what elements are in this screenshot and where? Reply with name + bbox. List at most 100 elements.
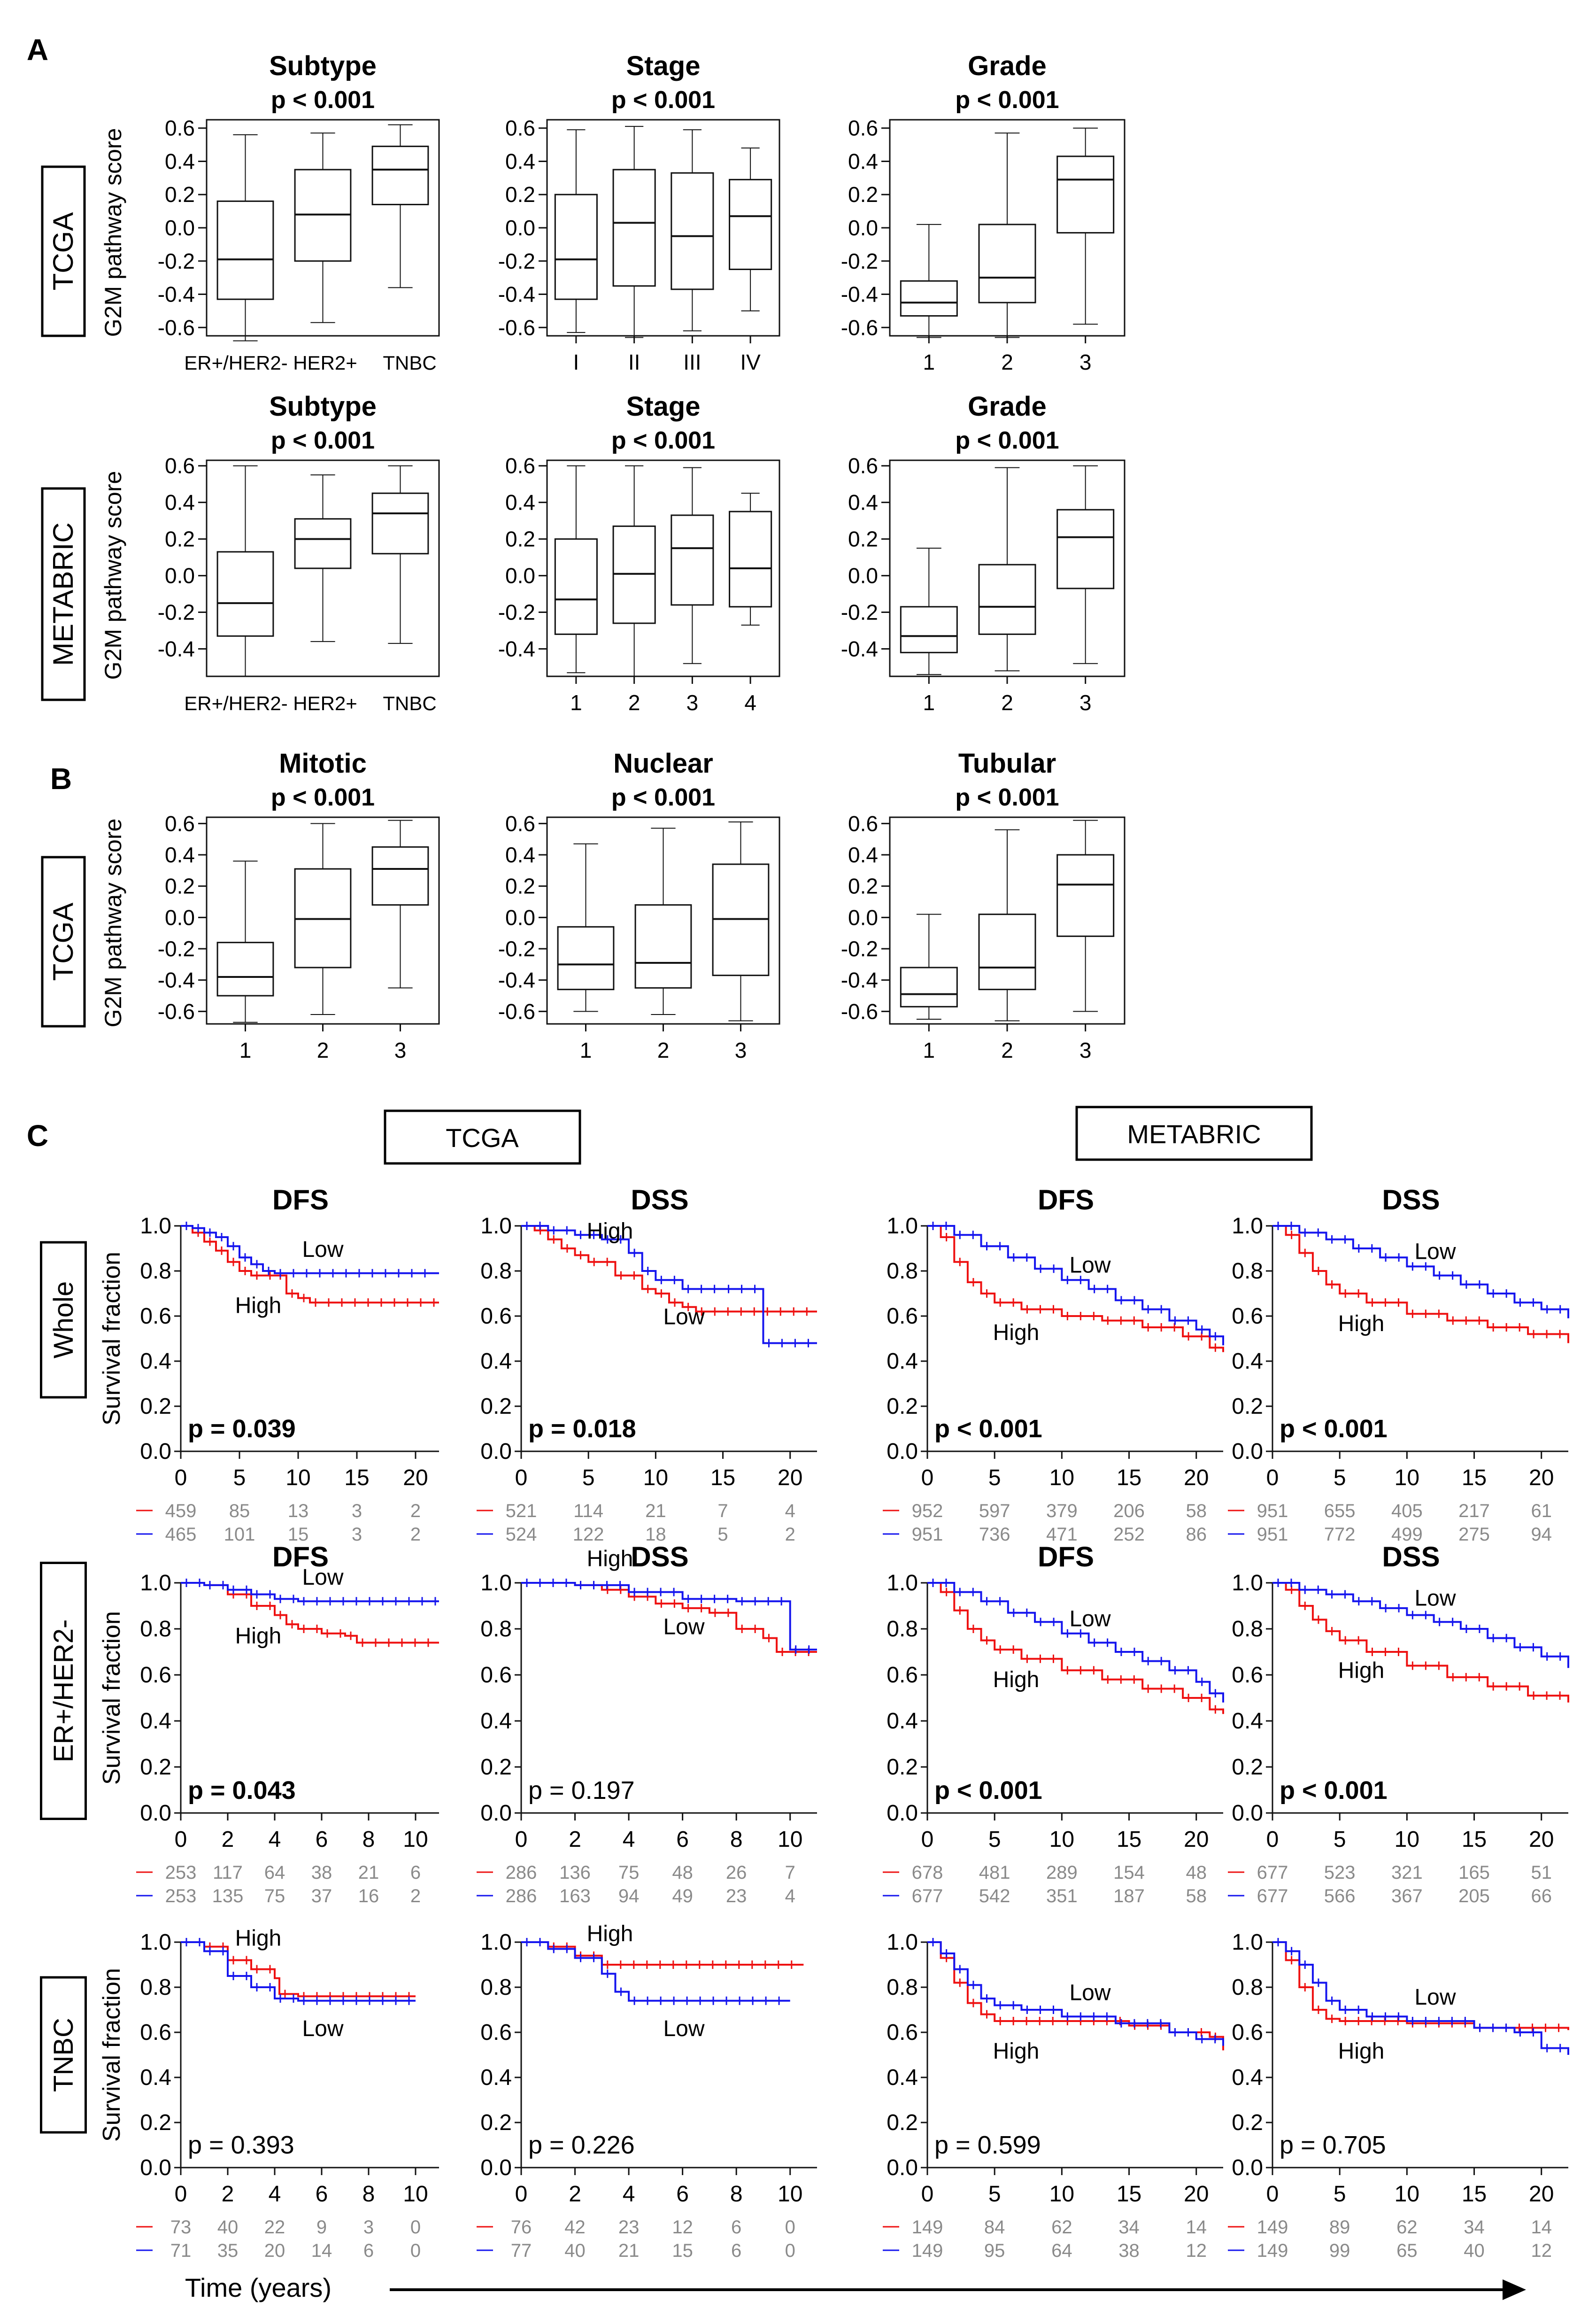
x-category-label: HER2+ (293, 352, 357, 374)
km-high-label: High (1338, 1311, 1385, 1336)
km-y-tick-label: 0.6 (887, 1304, 918, 1329)
km-y-tick-label: 0.8 (480, 1259, 512, 1284)
x-category-label: 4 (744, 690, 756, 715)
y-tick-label: -0.4 (158, 282, 195, 307)
panel-letter-C: C (27, 1119, 48, 1153)
km-y-tick-label: 0.8 (480, 1975, 512, 2000)
box-iqr (634, 904, 692, 989)
km-pvalue: p = 0.039 (188, 1415, 296, 1443)
row-label-2: TNBC (48, 2018, 79, 2092)
risk-count-high: 0 (785, 2217, 795, 2238)
km-y-tick-label: 0.4 (140, 2065, 171, 2090)
y-tick-label: 0.4 (165, 843, 195, 867)
y-axis-label-km: Survival fraction (98, 1252, 125, 1425)
box-iqr (900, 280, 958, 317)
risk-count-high: 51 (1531, 1862, 1552, 1883)
km-y-tick-label: 1.0 (140, 1930, 171, 1955)
km-low-label: Low (663, 1304, 704, 1329)
km-y-tick-label: 1.0 (480, 1571, 512, 1596)
km-curve-low (1272, 1225, 1569, 1318)
km-high-label: High (993, 1320, 1040, 1345)
km-y-tick-label: 0.8 (1232, 1617, 1263, 1642)
y-tick-label: -0.6 (498, 999, 535, 1023)
x-category-label: 2 (1001, 1038, 1013, 1062)
box-iqr (294, 518, 352, 569)
risk-count-high: 951 (1257, 1501, 1288, 1521)
risk-count-high: 22 (264, 2217, 285, 2238)
km-title: DSS (1382, 1184, 1440, 1216)
risk-count-low: 367 (1391, 1886, 1423, 1906)
risk-count-high: 523 (1324, 1862, 1356, 1883)
box-iqr (216, 551, 274, 637)
y-tick-label: 0.0 (505, 905, 535, 930)
km-x-tick-label: 20 (1184, 1827, 1209, 1852)
km-x-tick-label: 15 (710, 1465, 735, 1490)
risk-count-low: 3 (352, 1524, 362, 1545)
km-x-tick-label: 15 (1117, 1465, 1141, 1490)
km-curve-low (181, 1582, 439, 1603)
y-tick-label: 0.2 (505, 182, 535, 207)
km-y-tick-label: 1.0 (1232, 1214, 1263, 1239)
header-metabric-box (1075, 1106, 1313, 1161)
risk-count-low: 253 (165, 1886, 197, 1906)
km-y-tick-label: 0.0 (140, 2155, 171, 2180)
km-x-tick-label: 0 (1266, 1465, 1279, 1490)
risk-count-low: 18 (645, 1524, 666, 1545)
risk-count-low: 499 (1391, 1524, 1423, 1545)
row-label-1: ER+/HER2- (48, 1619, 79, 1763)
y-tick-label: 0.0 (848, 216, 878, 240)
risk-count-high: 217 (1458, 1501, 1490, 1521)
box-plot-title: Grade (968, 51, 1047, 81)
km-high-label: High (587, 1219, 633, 1244)
km-x-tick-label: 4 (623, 1827, 635, 1852)
risk-count-high: 62 (1396, 2217, 1418, 2238)
risk-count-low: 66 (1531, 1886, 1552, 1906)
risk-count-low: 566 (1324, 1886, 1356, 1906)
km-curve-low (927, 1582, 1224, 1703)
km-x-tick-label: 0 (515, 2182, 528, 2207)
x-category-label: 2 (657, 1038, 670, 1062)
km-title: DSS (1382, 1541, 1440, 1573)
km-title: DFS (272, 1184, 329, 1216)
x-category-label: 2 (1001, 350, 1013, 374)
risk-count-high: 40 (217, 2217, 239, 2238)
km-title: DFS (1038, 1184, 1094, 1216)
km-x-tick-label: 8 (362, 2182, 375, 2207)
risk-count-high: 7 (717, 1501, 728, 1521)
y-tick-label: 0.0 (505, 564, 535, 588)
box-iqr (978, 914, 1036, 991)
box-plot-title: Tubular (958, 748, 1056, 779)
box-plot-title: Mitotic (279, 748, 367, 779)
risk-count-high: 14 (1186, 2217, 1207, 2238)
km-high-label: High (993, 1667, 1040, 1692)
risk-count-low: 64 (1051, 2240, 1072, 2261)
km-x-tick-label: 20 (1184, 2182, 1209, 2207)
risk-count-high: 379 (1046, 1501, 1078, 1521)
box-iqr (557, 926, 615, 991)
time-axis-label: Time (years) (185, 2273, 332, 2302)
km-y-tick-label: 0.2 (1232, 2110, 1263, 2135)
km-y-tick-label: 0.2 (480, 2110, 512, 2135)
y-tick-label: 0.4 (848, 490, 878, 515)
km-y-tick-label: 0.6 (480, 1663, 512, 1688)
y-tick-label: 0.2 (848, 182, 878, 207)
risk-count-low: 38 (1118, 2240, 1140, 2261)
risk-count-low: 524 (506, 1524, 537, 1545)
km-x-tick-label: 10 (403, 2182, 428, 2207)
y-axis-label-km: Survival fraction (98, 1968, 125, 2142)
row-label-1-box (40, 1562, 87, 1820)
risk-count-high: 48 (672, 1862, 693, 1883)
km-high-label: High (1338, 1658, 1385, 1683)
panel-letter-B: B (50, 762, 72, 796)
box-iqr (371, 846, 429, 906)
km-x-tick-label: 10 (1049, 1465, 1074, 1490)
risk-count-high: 34 (1464, 2217, 1485, 2238)
risk-count-low: 135 (212, 1886, 244, 1906)
x-category-label: 3 (735, 1038, 747, 1062)
km-y-tick-label: 0.6 (480, 2020, 512, 2045)
y-tick-label: -0.4 (158, 968, 195, 992)
y-axis-label-box: G2M pathway score (100, 128, 126, 337)
risk-count-high: 85 (229, 1501, 250, 1521)
y-tick-label: -0.6 (158, 315, 195, 340)
risk-count-high: 481 (979, 1862, 1010, 1883)
